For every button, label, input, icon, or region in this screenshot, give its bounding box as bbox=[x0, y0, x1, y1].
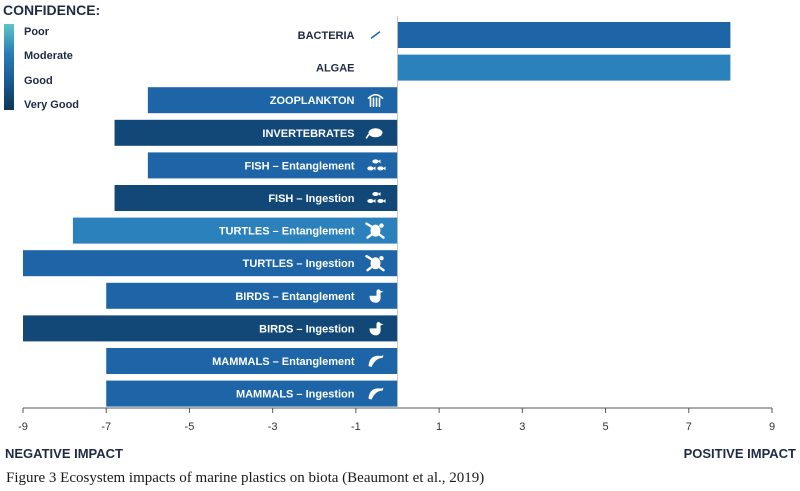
bar-rect-turtles-entanglement bbox=[72, 217, 398, 244]
legend-entry-poor: Poor bbox=[24, 26, 50, 38]
dolphin-icon bbox=[368, 355, 384, 367]
zooplankton-icon bbox=[367, 93, 384, 107]
bar-label-fish-ingestion: FISH – Ingestion bbox=[268, 193, 354, 205]
bar-rect-mammals-ingestion bbox=[106, 380, 398, 407]
bar-rect-algae bbox=[397, 54, 731, 81]
bar-bacteria: BACTERIA bbox=[298, 22, 731, 48]
x-tick-label--1: -1 bbox=[351, 421, 361, 433]
x-tick-label-1: 1 bbox=[436, 421, 442, 433]
x-tick-label--7: -7 bbox=[101, 421, 111, 433]
bar-turtles-entanglement: TURTLES – Entanglement bbox=[72, 217, 398, 244]
legend-entry-good: Good bbox=[24, 75, 53, 87]
bar-label-turtles-ingestion: TURTLES – Ingestion bbox=[243, 258, 355, 270]
x-tick-label--3: -3 bbox=[268, 421, 278, 433]
legend-color-scale bbox=[4, 24, 14, 110]
x-label-negative: NEGATIVE IMPACT bbox=[5, 446, 123, 461]
x-tick-label-9: 9 bbox=[769, 421, 775, 433]
impact-bar-chart: CONFIDENCE: Poor Moderate Good Very Good BAC… bbox=[3, 2, 796, 461]
bar-rect-birds-ingestion bbox=[23, 315, 398, 342]
figure-caption: Figure 3 Ecosystem impacts of marine pla… bbox=[6, 470, 485, 486]
bar-label-zooplankton: ZOOPLANKTON bbox=[270, 95, 355, 107]
bars-group: BACTERIA ALGAE ZOOPLANKTON INVERTEBRATES FIS… bbox=[23, 22, 731, 407]
bar-label-birds-entanglement: BIRDS – Entanglement bbox=[235, 291, 355, 303]
bar-birds-entanglement: BIRDS – Entanglement bbox=[106, 282, 398, 309]
bar-fish-entanglement: FISH – Entanglement bbox=[147, 152, 398, 179]
dolphin-icon bbox=[368, 387, 384, 400]
bar-invertebrates: INVERTEBRATES bbox=[114, 119, 398, 146]
bird-icon bbox=[369, 321, 384, 336]
bar-label-fish-entanglement: FISH – Entanglement bbox=[244, 160, 354, 172]
bar-zooplankton: ZOOPLANKTON bbox=[147, 87, 398, 114]
bar-birds-ingestion: BIRDS – Ingestion bbox=[23, 315, 398, 342]
bar-label-mammals-entanglement: MAMMALS – Entanglement bbox=[212, 356, 355, 368]
bar-label-invertebrates: INVERTEBRATES bbox=[262, 128, 354, 140]
bar-rect-bacteria bbox=[397, 22, 731, 48]
x-label-positive: POSITIVE IMPACT bbox=[684, 446, 796, 461]
x-tick-label-7: 7 bbox=[686, 421, 692, 433]
bar-rect-fish-entanglement bbox=[147, 152, 398, 179]
bar-rect-mammals-entanglement bbox=[106, 348, 398, 374]
bar-rect-zooplankton bbox=[147, 87, 398, 114]
fish-icon bbox=[367, 192, 386, 203]
bar-algae: ALGAE bbox=[316, 54, 731, 81]
bar-label-bacteria: BACTERIA bbox=[298, 30, 355, 42]
bar-mammals-ingestion: MAMMALS – Ingestion bbox=[106, 380, 398, 407]
bar-rect-fish-ingestion bbox=[114, 185, 398, 211]
x-axis: -9 -7 -5 -3 -1 1 3 5 7 9 NEGATIVE IMPACT POSITIVE I… bbox=[5, 16, 796, 461]
turtle-icon bbox=[365, 222, 385, 239]
legend-title: CONFIDENCE: bbox=[3, 2, 100, 18]
bar-mammals-entanglement: MAMMALS – Entanglement bbox=[106, 348, 398, 374]
bird-icon bbox=[369, 289, 384, 303]
bar-fish-ingestion: FISH – Ingestion bbox=[114, 185, 398, 211]
x-tick-label--9: -9 bbox=[18, 421, 28, 433]
bar-label-mammals-ingestion: MAMMALS – Ingestion bbox=[236, 389, 355, 401]
x-tick-label-5: 5 bbox=[602, 421, 608, 433]
bar-rect-birds-entanglement bbox=[106, 282, 398, 309]
legend-entry-very-good: Very Good bbox=[24, 99, 79, 111]
confidence-legend: CONFIDENCE: Poor Moderate Good Very Good bbox=[3, 2, 100, 111]
fish-icon bbox=[367, 159, 386, 171]
bar-label-algae: ALGAE bbox=[316, 63, 355, 75]
invertebrate-icon bbox=[365, 128, 383, 139]
bar-rect-invertebrates bbox=[114, 119, 398, 146]
turtle-icon bbox=[365, 255, 385, 272]
algae-icon bbox=[368, 61, 383, 73]
bar-rect-turtles-ingestion bbox=[23, 250, 398, 277]
bacteria-icon bbox=[368, 28, 383, 42]
x-tick-label-3: 3 bbox=[519, 421, 525, 433]
x-tick-label--5: -5 bbox=[185, 421, 195, 433]
bar-turtles-ingestion: TURTLES – Ingestion bbox=[23, 250, 398, 277]
bar-label-turtles-entanglement: TURTLES – Entanglement bbox=[219, 226, 355, 238]
legend-entry-moderate: Moderate bbox=[24, 50, 73, 62]
bar-label-birds-ingestion: BIRDS – Ingestion bbox=[259, 323, 355, 335]
